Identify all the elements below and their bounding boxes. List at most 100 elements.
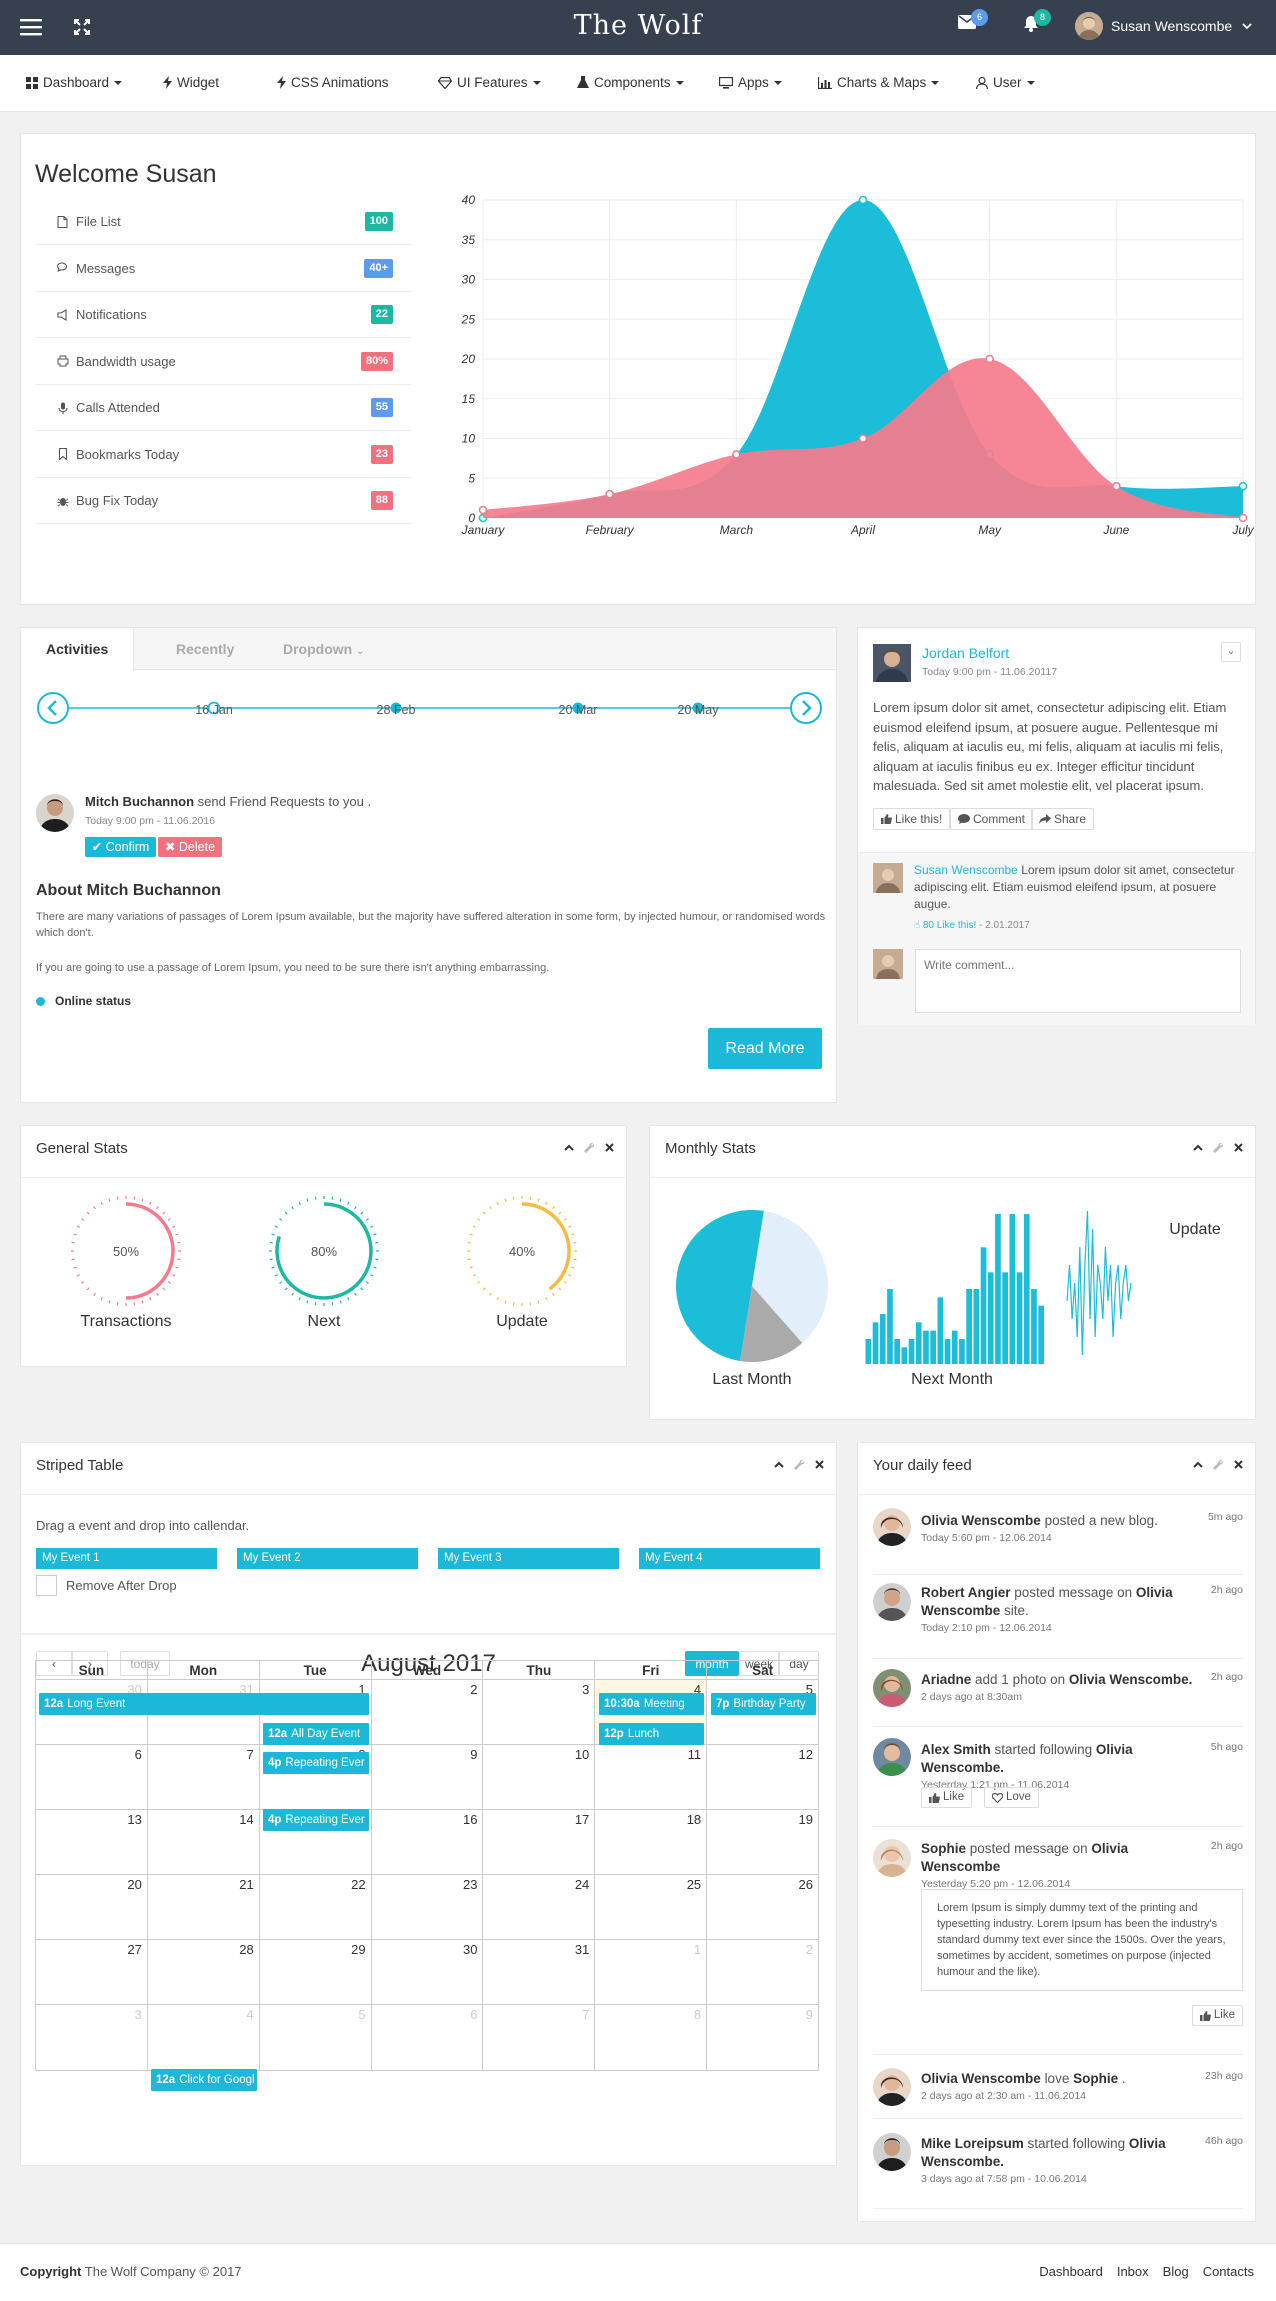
feed-name[interactable]: Ariadne — [921, 1672, 972, 1687]
feed-target[interactable]: Olivia Wenscombe. — [1068, 1672, 1193, 1687]
calendar-day-cell[interactable]: 14 — [148, 1810, 260, 1874]
timeline-date[interactable]: 20 Mar — [558, 703, 598, 717]
calendar-day-cell[interactable]: 18 — [595, 1810, 708, 1874]
wrench-icon[interactable] — [584, 1142, 595, 1153]
menu-apps[interactable]: Apps — [719, 75, 782, 90]
timeline-next-button[interactable] — [790, 692, 822, 724]
calendar-day-cell[interactable]: 11 — [595, 1745, 708, 1809]
calendar-day-cell[interactable]: 12 — [707, 1745, 818, 1809]
post-dropdown-chevron-icon[interactable]: ⌄ — [1221, 642, 1241, 662]
share-button[interactable]: Share — [1031, 808, 1095, 830]
person-name[interactable]: Mitch Buchannon — [85, 794, 195, 809]
user-menu[interactable]: Susan Wenscombe — [1075, 12, 1252, 40]
close-icon[interactable] — [1234, 1143, 1243, 1152]
draggable-event[interactable]: My Event 2 — [237, 1548, 418, 1569]
footer-link-inbox[interactable]: Inbox — [1116, 2264, 1149, 2279]
close-icon[interactable] — [605, 1143, 614, 1152]
stat-row[interactable]: Bookmarks Today 23 — [35, 432, 411, 478]
calendar-day-cell[interactable]: 22 — [260, 1875, 372, 1939]
stat-row[interactable]: Bandwidth usage 80% — [35, 339, 411, 385]
stat-row[interactable]: Notifications 22 — [35, 292, 411, 338]
stat-row[interactable]: File List 100 — [35, 199, 411, 245]
calendar-day-cell[interactable]: 2 — [707, 1940, 818, 2004]
calendar-day-cell[interactable]: 13 — [36, 1810, 148, 1874]
menu-ui-features[interactable]: UI Features — [438, 75, 541, 90]
calendar-day-cell[interactable]: 28 — [148, 1940, 260, 2004]
comment-button[interactable]: Comment — [950, 808, 1034, 830]
calendar-prev-button[interactable]: ‹ — [36, 1651, 72, 1676]
calendar-event[interactable]: 12p Lunch — [599, 1723, 704, 1745]
stat-row[interactable]: Bug Fix Today 88 — [35, 478, 411, 524]
calendar-day-cell[interactable]: 27 — [36, 1940, 148, 2004]
calendar-day-cell[interactable]: 4 — [148, 2005, 260, 2070]
calendar-day-cell[interactable]: 5 — [707, 1680, 818, 1744]
calendar-event[interactable]: 4p Repeating Ever — [263, 1752, 369, 1774]
calendar-day-cell[interactable]: 31 — [483, 1940, 596, 2004]
logo[interactable]: The Wolf — [0, 10, 1276, 41]
calendar-day-cell[interactable]: 7 — [148, 1745, 260, 1809]
calendar-day-cell[interactable]: 8 — [595, 2005, 708, 2070]
draggable-event[interactable]: My Event 1 — [36, 1548, 217, 1569]
calendar-day-cell[interactable]: 9 — [707, 2005, 818, 2070]
feed-name[interactable]: Alex Smith — [921, 1742, 991, 1757]
calendar-day-cell[interactable]: 19 — [707, 1810, 818, 1874]
calendar-day-cell[interactable]: 7 — [483, 2005, 596, 2070]
collapse-icon[interactable] — [774, 1461, 784, 1468]
feed-love-button[interactable]: Love — [984, 1787, 1039, 1808]
feed-like-button[interactable]: Like — [1191, 2005, 1243, 2026]
calendar-day-cell[interactable]: 1 — [260, 1680, 372, 1744]
calendar-event[interactable]: 12a Click for Googl — [151, 2069, 257, 2091]
fullscreen-icon[interactable] — [74, 19, 90, 35]
wrench-icon[interactable] — [1213, 1459, 1224, 1470]
tab-dropdown[interactable]: Dropdown ⌄ — [258, 628, 390, 670]
feed-target[interactable]: Olivia Wenscombe. — [921, 1742, 1133, 1775]
calendar-day-cell[interactable]: 17 — [483, 1810, 596, 1874]
bell-icon[interactable]: 8 — [1023, 9, 1051, 32]
stat-row[interactable]: Calls Attended 55 — [35, 385, 411, 431]
menu-dashboard[interactable]: Dashboard — [26, 75, 123, 90]
collapse-icon[interactable] — [564, 1144, 574, 1151]
timeline-date[interactable]: 20 May — [677, 703, 719, 717]
calendar-event[interactable]: 12a Long Event — [39, 1693, 369, 1715]
close-icon[interactable] — [1234, 1460, 1243, 1469]
collapse-icon[interactable] — [1193, 1144, 1203, 1151]
draggable-event[interactable]: My Event 3 — [438, 1548, 619, 1569]
close-icon[interactable] — [815, 1460, 824, 1469]
remove-after-drop-checkbox[interactable] — [36, 1575, 57, 1596]
timeline-date[interactable]: 28 Feb — [376, 703, 416, 717]
comment-author[interactable]: Susan Wenscombe — [914, 863, 1018, 877]
confirm-button[interactable]: ✔ Confirm — [85, 837, 156, 857]
calendar-day-cell[interactable]: 26 — [707, 1875, 818, 1939]
calendar-day-cell[interactable]: 3 — [36, 2005, 148, 2070]
menu-components[interactable]: Components — [577, 75, 684, 90]
tab-activities[interactable]: Activities — [21, 628, 135, 671]
menu-css-animations[interactable]: CSS Animations — [277, 75, 389, 90]
timeline-date[interactable]: 16 Jan — [195, 703, 233, 717]
calendar-day-cell[interactable]: 20 — [36, 1875, 148, 1939]
calendar-day-cell[interactable]: 1 — [595, 1940, 708, 2004]
tab-recently[interactable]: Recently — [176, 641, 235, 657]
feed-target[interactable]: Olivia Wenscombe — [921, 1841, 1129, 1874]
calendar-event[interactable]: 4p Repeating Ever — [263, 1809, 369, 1831]
calendar-day-cell[interactable]: 10 — [483, 1745, 596, 1809]
feed-name[interactable]: Robert Angier — [921, 1585, 1011, 1600]
feed-name[interactable]: Sophie — [921, 1841, 967, 1856]
calendar-day-cell[interactable]: 5 — [260, 2005, 372, 2070]
footer-link-dashboard[interactable]: Dashboard — [1039, 2264, 1103, 2279]
comment-likes-link[interactable]: ☝ 80 Like this! — [914, 920, 977, 931]
calendar-day-cell[interactable]: 23 — [372, 1875, 484, 1939]
feed-name[interactable]: Olivia Wenscombe — [921, 1513, 1041, 1528]
menu-widget[interactable]: Widget — [163, 75, 219, 90]
hamburger-menu-icon[interactable] — [20, 18, 42, 36]
collapse-icon[interactable] — [1193, 1461, 1203, 1468]
footer-link-blog[interactable]: Blog — [1162, 2264, 1189, 2279]
calendar-event[interactable]: 12a All Day Event — [263, 1723, 369, 1745]
feed-target[interactable]: Olivia Wenscombe. — [921, 2136, 1166, 2169]
menu-charts-maps[interactable]: Charts & Maps — [818, 75, 940, 90]
calendar-day-cell[interactable]: 25 — [595, 1875, 708, 1939]
wrench-icon[interactable] — [1213, 1142, 1224, 1153]
calendar-day-cell[interactable]: 21 — [148, 1875, 260, 1939]
feed-like-button[interactable]: Like — [921, 1787, 973, 1808]
calendar-day-cell[interactable]: 6 — [372, 2005, 484, 2070]
mail-icon[interactable]: 6 — [958, 9, 988, 29]
